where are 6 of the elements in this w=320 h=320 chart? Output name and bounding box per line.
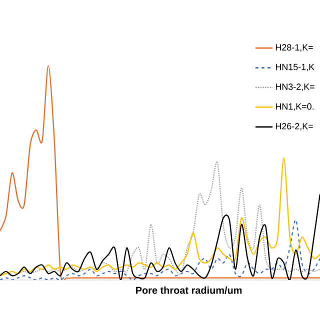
legend-label: HN3-2,K= xyxy=(276,84,314,91)
legend-label: HN1,K=0. xyxy=(276,103,314,111)
legend-label: HN15-1,K xyxy=(276,64,314,72)
x-axis-title: Pore throat radium/um xyxy=(136,286,242,294)
legend-label: H26-2,K= xyxy=(276,123,313,130)
legend-label: H28-1,K= xyxy=(276,44,313,52)
